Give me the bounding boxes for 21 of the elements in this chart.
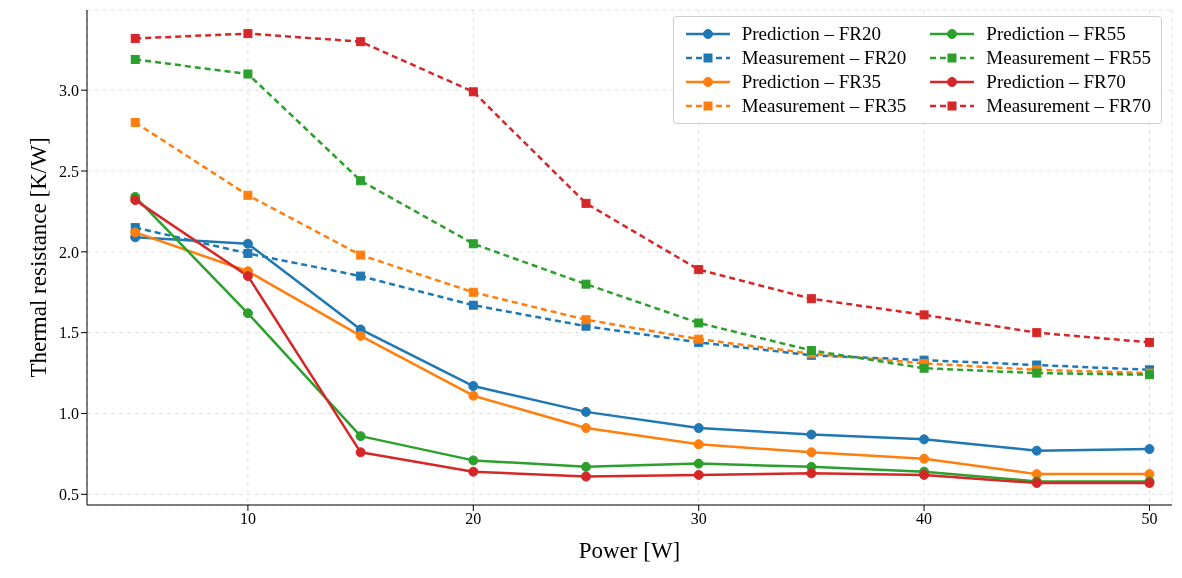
legend-label: Prediction – FR35	[741, 71, 882, 93]
x-tick-label: 30	[690, 510, 707, 528]
legend-label: Measurement – FR55	[986, 47, 1151, 69]
legend-label: Measurement – FR20	[741, 47, 907, 69]
y-tick-label: 0.5	[59, 486, 79, 504]
x-tick-label: 20	[465, 510, 482, 528]
legend-label: Prediction – FR70	[986, 71, 1126, 93]
y-tick-label: 2.5	[59, 162, 79, 180]
x-axis-title: Power [W]	[578, 538, 681, 563]
x-tick-label: 40	[916, 510, 933, 528]
y-axis-title: Thermal resistance [K/W]	[26, 137, 52, 378]
legend-label: Prediction – FR20	[741, 23, 882, 45]
y-tick-label: 3.0	[59, 81, 79, 99]
x-tick-label: 10	[239, 510, 256, 528]
legend-label: Measurement – FR35	[741, 95, 907, 117]
x-tick-label: 50	[1141, 510, 1158, 528]
y-tick-label: 2.0	[59, 243, 79, 261]
y-tick-label: 1.0	[59, 405, 79, 423]
legend-label: Prediction – FR55	[986, 23, 1126, 45]
y-tick-label: 1.5	[59, 324, 79, 342]
legend-label: Measurement – FR70	[986, 95, 1151, 117]
